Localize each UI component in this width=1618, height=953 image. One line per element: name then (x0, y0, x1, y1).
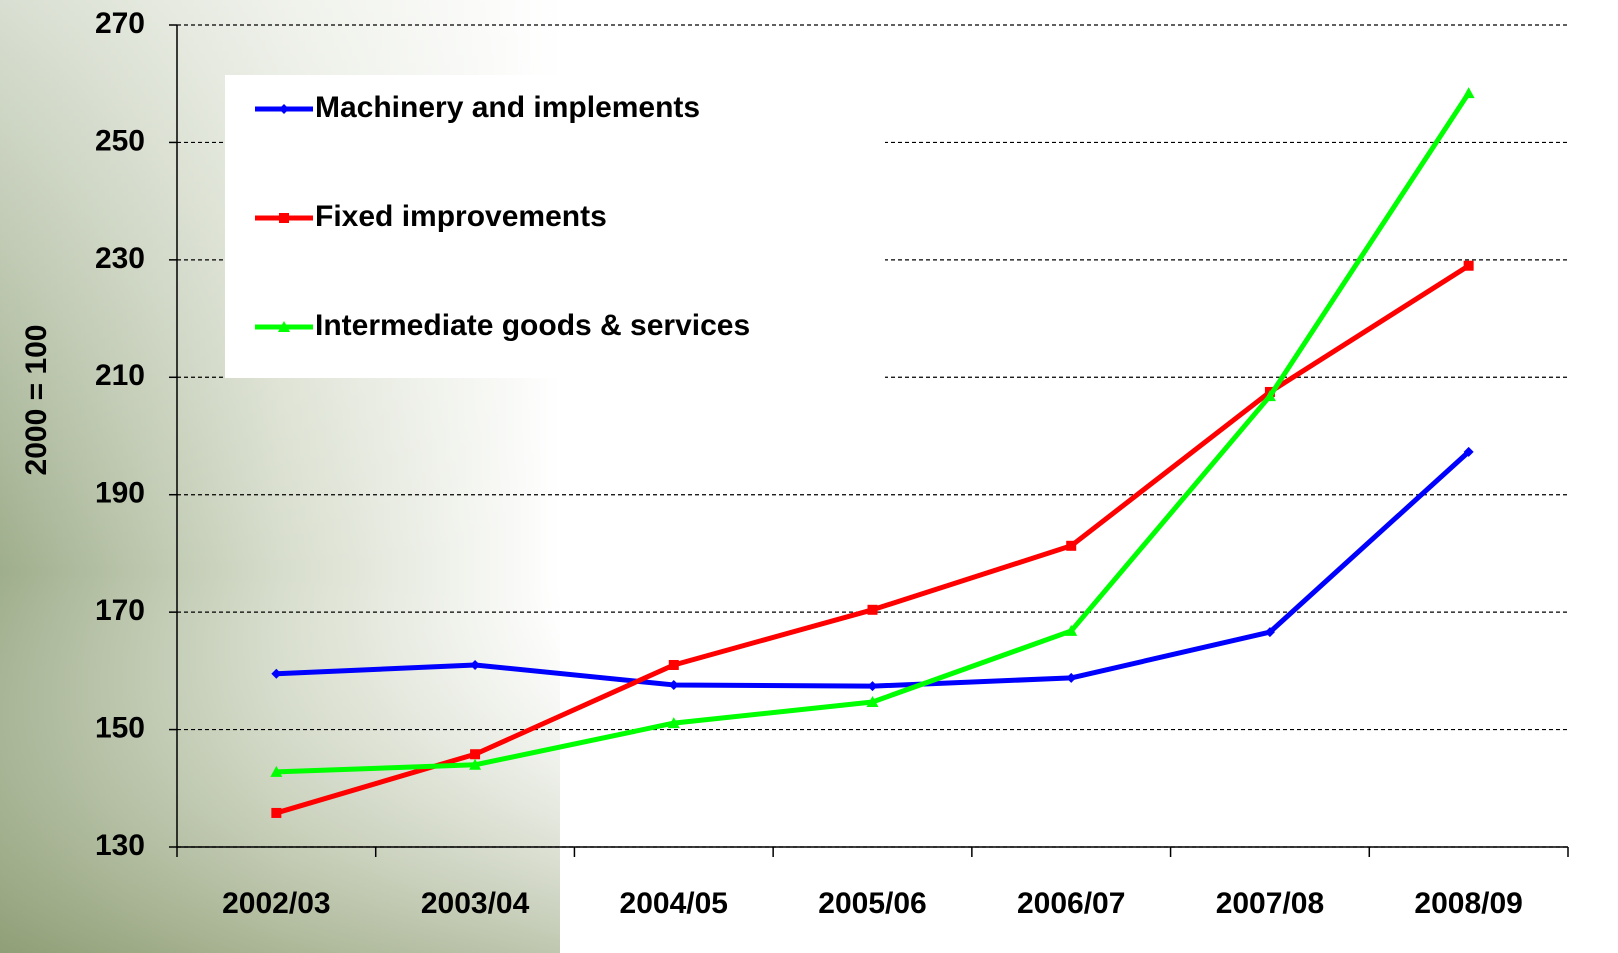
marker (1065, 624, 1078, 636)
marker (271, 668, 282, 679)
x-tick-label: 2005/06 (818, 887, 926, 920)
legend-box (225, 75, 885, 378)
x-tick-label: 2006/07 (1017, 887, 1125, 920)
marker (668, 659, 679, 670)
legend-label: Machinery and implements (315, 91, 700, 124)
marker (866, 695, 879, 707)
marker (1263, 390, 1276, 402)
marker (1463, 260, 1474, 271)
y-tick-label: 130 (95, 829, 145, 862)
marker (867, 681, 878, 692)
marker (1463, 446, 1474, 457)
x-tick-label: 2007/08 (1216, 887, 1324, 920)
marker (867, 604, 878, 615)
marker (1462, 87, 1475, 99)
x-tick-label: 2004/05 (620, 887, 728, 920)
y-tick-label: 170 (95, 594, 145, 627)
marker (270, 765, 283, 777)
marker (469, 758, 482, 770)
marker (1066, 672, 1077, 683)
marker (470, 749, 481, 760)
legend-label: Intermediate goods & services (315, 309, 750, 342)
y-axis-label: 2000 = 100 (20, 325, 53, 476)
marker (470, 659, 481, 670)
marker (667, 717, 680, 729)
y-tick-label: 150 (95, 711, 145, 744)
x-tick-label: 2003/04 (421, 887, 530, 920)
marker (1264, 627, 1275, 638)
marker (279, 104, 289, 114)
marker (668, 679, 679, 690)
x-tick-label: 2002/03 (222, 887, 330, 920)
marker (271, 807, 282, 818)
x-tick-label: 2008/09 (1414, 887, 1522, 920)
marker (279, 213, 289, 223)
marker (1066, 540, 1077, 551)
legend-label: Fixed improvements (315, 200, 607, 233)
y-tick-label: 190 (95, 477, 145, 510)
y-tick-label: 250 (95, 124, 145, 157)
y-tick-label: 210 (95, 359, 145, 392)
y-tick-label: 230 (95, 242, 145, 275)
y-tick-label: 270 (95, 7, 145, 40)
marker (278, 321, 290, 332)
